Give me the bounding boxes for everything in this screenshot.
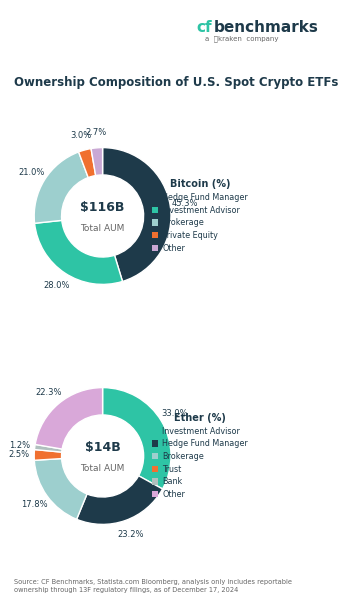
Legend: Investment Advisor, Hedge Fund Manager, Brokerage, Trust, Bank, Other: Investment Advisor, Hedge Fund Manager, …: [152, 413, 248, 499]
Text: 2.5%: 2.5%: [9, 450, 30, 459]
Legend: Hedge Fund Manager, Investment Advisor, Brokerage, Private Equity, Other: Hedge Fund Manager, Investment Advisor, …: [152, 179, 248, 253]
Text: Source: CF Benchmarks, Statista.com Bloomberg, analysis only includes reportable: Source: CF Benchmarks, Statista.com Bloo…: [14, 579, 292, 593]
Text: benchmarks: benchmarks: [214, 19, 319, 34]
Text: cf: cf: [197, 19, 212, 34]
Wedge shape: [103, 148, 171, 281]
Wedge shape: [35, 220, 122, 284]
Wedge shape: [34, 458, 87, 519]
Text: 28.0%: 28.0%: [43, 281, 70, 290]
Text: $116B: $116B: [80, 201, 125, 214]
Wedge shape: [77, 476, 162, 524]
Wedge shape: [79, 149, 96, 178]
Text: 45.3%: 45.3%: [172, 199, 198, 208]
Wedge shape: [34, 449, 62, 460]
Text: 22.3%: 22.3%: [36, 388, 62, 397]
Text: Ownership Composition of U.S. Spot Crypto ETFs: Ownership Composition of U.S. Spot Crypt…: [14, 76, 338, 89]
Text: 23.2%: 23.2%: [117, 530, 144, 539]
Text: 2.7%: 2.7%: [85, 128, 106, 137]
Text: 33.0%: 33.0%: [161, 409, 188, 418]
Text: 3.0%: 3.0%: [70, 131, 91, 140]
Text: Total AUM: Total AUM: [80, 224, 125, 233]
Text: Total AUM: Total AUM: [80, 464, 125, 473]
Wedge shape: [103, 388, 171, 489]
Wedge shape: [91, 148, 103, 176]
Text: 17.8%: 17.8%: [22, 500, 48, 509]
Text: 1.2%: 1.2%: [9, 440, 30, 449]
Wedge shape: [35, 445, 62, 452]
Text: $14B: $14B: [85, 441, 120, 454]
Wedge shape: [35, 388, 103, 449]
Wedge shape: [34, 152, 88, 223]
Text: 21.0%: 21.0%: [18, 167, 45, 176]
Text: a  Ⓚkraken  company: a Ⓚkraken company: [205, 35, 279, 43]
